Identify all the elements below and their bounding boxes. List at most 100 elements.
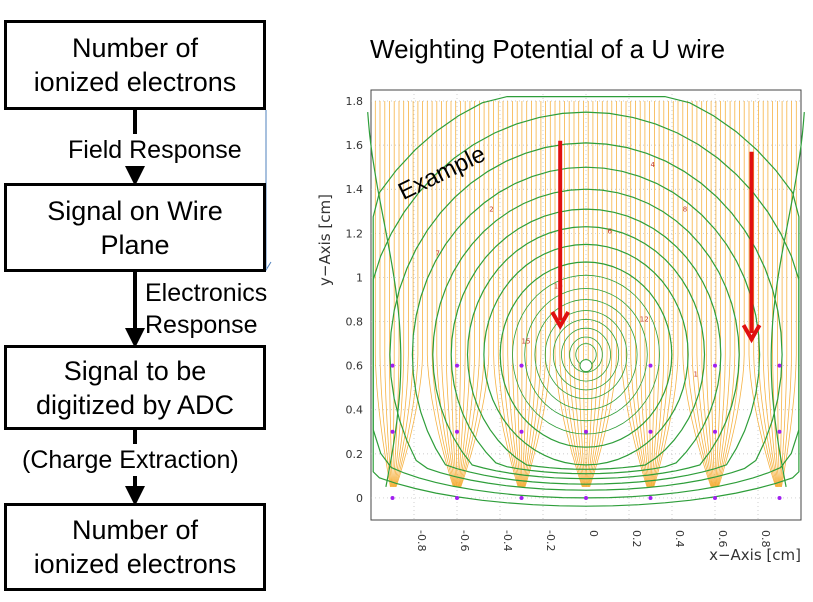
- field-line: [455, 101, 458, 487]
- field-line: [460, 101, 490, 488]
- field-line: [762, 101, 778, 487]
- field-line: [573, 101, 585, 487]
- field-line: [459, 101, 485, 488]
- y-tick-label: 0.2: [346, 448, 364, 461]
- field-line: [701, 101, 714, 487]
- x-tick-label: -0.4: [501, 530, 514, 551]
- field-line: [524, 101, 551, 488]
- field-line: [757, 101, 778, 487]
- plot-title: Weighting Potential of a U wire: [370, 34, 726, 64]
- field-line: [507, 101, 521, 487]
- potential-contour: [499, 261, 673, 448]
- field-line: [582, 101, 587, 487]
- field-line: [635, 101, 650, 487]
- potential-contour: [512, 274, 660, 435]
- field-line: [568, 101, 585, 487]
- field-line: [781, 101, 797, 487]
- flow-box-label: Number of ionized electrons: [33, 515, 237, 579]
- field-line: [710, 101, 715, 487]
- y-tick-label: 0: [356, 492, 363, 505]
- wire-marker: [713, 495, 717, 500]
- field-line: [578, 101, 586, 487]
- field-line: [715, 101, 722, 487]
- wire-marker: [455, 363, 459, 368]
- field-line: [516, 101, 522, 487]
- field-line: [585, 101, 589, 487]
- flow-box-signal-on-wire-plane: Signal on Wire Plane: [4, 183, 266, 272]
- contour-level-label: 2: [489, 205, 493, 213]
- weighting-potential-plot: 246810121517Example00.20.40.60.811.21.41…: [316, 89, 805, 564]
- potential-contour: [534, 299, 638, 411]
- field-line: [436, 101, 455, 487]
- x-tick-label: -0.2: [544, 530, 557, 551]
- wire-marker: [390, 495, 395, 500]
- field-line: [717, 101, 740, 487]
- flow-box-label: Signal on Wire Plane: [47, 195, 223, 260]
- field-line: [450, 101, 457, 487]
- wire-marker: [519, 495, 524, 500]
- flow-box-ionized-electrons-start: Number of ionized electrons: [4, 20, 266, 110]
- field-line: [682, 101, 712, 488]
- field-line: [524, 101, 547, 487]
- x-tick-label: 0.2: [630, 530, 643, 548]
- y-tick-label: 1.4: [346, 183, 364, 196]
- wire-marker: [390, 429, 395, 434]
- potential-contour: [552, 318, 620, 391]
- field-line: [458, 101, 476, 487]
- contour-level-label: 1: [694, 371, 698, 379]
- step-label-field-response: Field Response: [68, 134, 242, 166]
- flow-box-ionized-electrons-end: Number of ionized electrons: [4, 503, 266, 591]
- highlighted-wire-marker: [579, 359, 593, 373]
- potential-contour-edge: [367, 112, 402, 488]
- field-line: [687, 101, 713, 488]
- wire-marker: [584, 429, 588, 434]
- potential-contour: [561, 327, 611, 382]
- wire-marker: [648, 429, 653, 434]
- field-line: [384, 101, 392, 487]
- field-line: [431, 101, 455, 487]
- field-line: [457, 101, 466, 487]
- y-tick-label: 0.6: [346, 360, 364, 373]
- field-line: [522, 101, 537, 487]
- field-line: [512, 101, 521, 487]
- flow-box-label: Number of ionized electrons: [33, 33, 237, 97]
- x-tick-label: 0.4: [673, 530, 686, 548]
- field-line: [714, 101, 717, 487]
- wire-marker: [519, 363, 524, 368]
- y-tick-label: 0.8: [346, 316, 364, 329]
- field-line: [748, 101, 777, 488]
- potential-contour: [544, 310, 628, 400]
- field-line: [395, 101, 419, 488]
- field-line: [374, 101, 391, 487]
- field-line: [392, 101, 395, 487]
- field-line: [587, 101, 603, 487]
- field-line: [586, 101, 594, 487]
- potential-contour-edge: [770, 112, 805, 488]
- wire-marker: [390, 363, 395, 368]
- field-line: [379, 101, 392, 487]
- field-line: [588, 101, 608, 487]
- x-tick-label: 0.6: [716, 530, 729, 548]
- contour-level-label: 7: [436, 249, 440, 257]
- field-line: [394, 101, 409, 487]
- field-line: [625, 101, 648, 487]
- y-tick-label: 1.8: [346, 95, 364, 108]
- field-line: [426, 101, 454, 488]
- potential-contour: [569, 336, 603, 373]
- contour-level-label: 6: [608, 227, 613, 235]
- field-line: [589, 101, 617, 488]
- potential-contour: [524, 288, 648, 422]
- contour-level-label: 15: [522, 338, 531, 346]
- field-line: [780, 101, 788, 487]
- y-tick-label: 1: [356, 271, 363, 284]
- field-line: [457, 101, 461, 487]
- field-line: [780, 101, 792, 487]
- wire-marker: [648, 363, 653, 368]
- wire-marker: [455, 429, 459, 434]
- field-line: [779, 101, 783, 487]
- field-line: [651, 101, 665, 487]
- wire-marker: [648, 495, 653, 500]
- field-line: [523, 101, 542, 487]
- field-line: [753, 101, 777, 488]
- field-line: [554, 101, 583, 488]
